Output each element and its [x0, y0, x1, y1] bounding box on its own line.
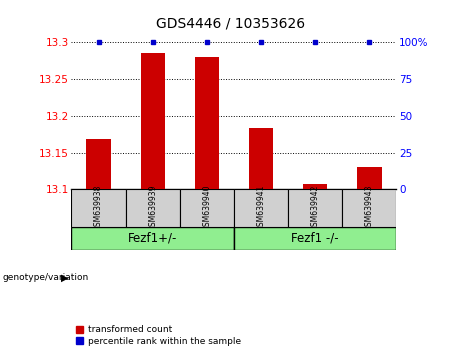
Text: ▶: ▶: [61, 273, 68, 283]
Text: Fezf1 -/-: Fezf1 -/-: [291, 232, 339, 245]
Text: GSM639941: GSM639941: [256, 185, 266, 231]
Bar: [303, 184, 327, 189]
Bar: [288, 189, 342, 227]
Bar: [357, 167, 382, 189]
Text: genotype/variation: genotype/variation: [2, 273, 89, 282]
Bar: [234, 189, 288, 227]
Bar: [125, 189, 180, 227]
Legend: transformed count, percentile rank within the sample: transformed count, percentile rank withi…: [76, 325, 241, 346]
Bar: [86, 139, 111, 189]
Bar: [249, 129, 273, 189]
Bar: [141, 53, 165, 189]
Bar: [71, 189, 125, 227]
Bar: [71, 227, 234, 250]
Text: GSM639940: GSM639940: [202, 185, 212, 231]
Bar: [234, 227, 396, 250]
Text: GSM639938: GSM639938: [94, 185, 103, 231]
Text: GSM639939: GSM639939: [148, 185, 157, 231]
Bar: [342, 189, 396, 227]
Bar: [180, 189, 234, 227]
Bar: [195, 57, 219, 189]
Text: GDS4446 / 10353626: GDS4446 / 10353626: [156, 16, 305, 30]
Text: Fezf1+/-: Fezf1+/-: [128, 232, 177, 245]
Text: GSM639942: GSM639942: [311, 185, 320, 231]
Text: GSM639943: GSM639943: [365, 185, 374, 231]
